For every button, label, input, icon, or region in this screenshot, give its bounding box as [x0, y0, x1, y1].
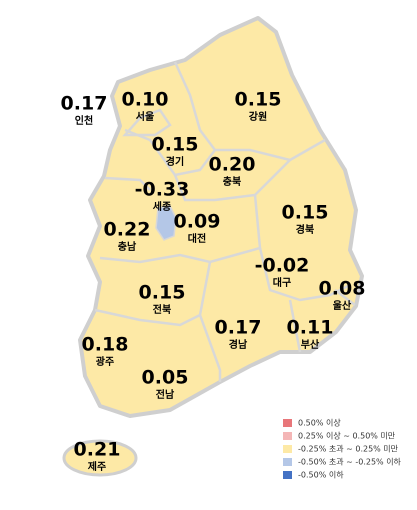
region-name: 울산: [333, 299, 352, 312]
jeju: [62, 439, 138, 477]
region-name: 경기: [166, 155, 184, 168]
legend-swatch: [283, 458, 292, 466]
legend-swatch: [283, 419, 292, 427]
region-name: 서울: [136, 110, 154, 123]
region-name: 경북: [296, 223, 314, 236]
region-value: 0.08: [319, 278, 366, 300]
region-value: 0.20: [209, 154, 256, 176]
region-value: 0.15: [282, 202, 329, 224]
region-value: 0.22: [104, 219, 151, 241]
region-name: 전북: [153, 303, 171, 316]
legend-swatch: [283, 432, 292, 440]
region-name: 제주: [88, 460, 106, 473]
region-name: 광주: [96, 356, 114, 368]
region-value: 0.21: [74, 439, 121, 461]
region-value: 0.17: [61, 93, 108, 115]
region-value: 0.15: [152, 134, 199, 156]
region-value: 0.10: [122, 89, 169, 111]
legend-label: 0.50% 이상: [298, 418, 341, 428]
region-name: 대구: [273, 276, 291, 289]
legend-swatch: [283, 445, 292, 453]
region-value: 0.17: [215, 317, 262, 339]
region-name: 충북: [223, 175, 241, 188]
region-borders: [94, 61, 356, 382]
region-name: 세종: [153, 200, 171, 213]
region-name: 전남: [156, 388, 175, 401]
region-name: 부산: [301, 338, 320, 351]
region-value: -0.02: [255, 255, 310, 277]
region-value: -0.33: [135, 179, 190, 201]
region-name: 인천: [75, 114, 93, 127]
mainland: [78, 16, 364, 418]
region-value: 0.15: [235, 89, 282, 111]
region-value: 0.11: [287, 317, 334, 339]
region-name: 충남: [118, 240, 137, 253]
legend-label: 0.25% 이상 ~ 0.50% 미만: [298, 431, 396, 441]
legend-label: -0.50% 이하: [298, 470, 344, 480]
region-name: 대전: [188, 232, 206, 245]
region-value: 0.15: [139, 282, 186, 304]
legend-label: -0.50% 초과 ~ -0.25% 이하: [298, 457, 402, 467]
region-name: 경남: [229, 338, 248, 351]
sejong-area: [155, 205, 177, 241]
region-value: 0.09: [174, 211, 221, 233]
legend-label: -0.25% 초과 ~ 0.25% 미만: [298, 445, 399, 454]
legend: 0.50% 이상 0.25% 이상 ~ 0.50% 미만 -0.25% 초과 ~ 0…: [283, 418, 402, 480]
region-value: 0.05: [142, 367, 189, 389]
region-name: 강원: [249, 110, 267, 123]
legend-swatch: [283, 471, 292, 479]
region-value: 0.18: [82, 334, 129, 356]
